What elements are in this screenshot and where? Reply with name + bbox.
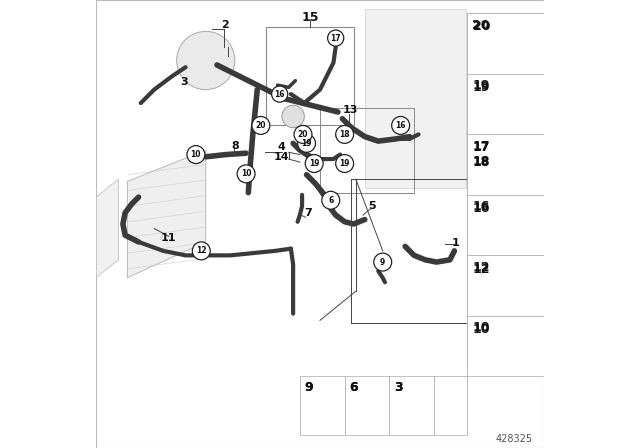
Text: 20: 20	[472, 19, 490, 32]
Text: 12: 12	[472, 261, 490, 274]
Polygon shape	[127, 150, 206, 278]
Polygon shape	[96, 179, 118, 278]
Text: 11: 11	[161, 233, 176, 243]
FancyBboxPatch shape	[467, 13, 544, 74]
Circle shape	[193, 242, 211, 260]
FancyBboxPatch shape	[266, 27, 353, 125]
Circle shape	[252, 116, 270, 134]
Text: 15: 15	[301, 11, 319, 25]
Text: 14: 14	[274, 152, 290, 162]
Circle shape	[392, 116, 410, 134]
Text: 3: 3	[394, 381, 403, 394]
Text: 9: 9	[380, 258, 385, 267]
FancyBboxPatch shape	[96, 0, 544, 448]
Text: 12: 12	[473, 263, 490, 276]
Circle shape	[305, 155, 323, 172]
Circle shape	[187, 146, 205, 164]
Text: 428325: 428325	[495, 435, 533, 444]
Text: 16: 16	[472, 200, 490, 213]
Text: 6: 6	[328, 196, 333, 205]
Text: 3: 3	[394, 381, 403, 394]
Text: 16: 16	[473, 202, 490, 215]
Text: 10: 10	[472, 321, 490, 334]
Text: 2: 2	[221, 20, 229, 30]
Text: 6: 6	[349, 381, 358, 394]
Text: 17: 17	[330, 34, 341, 43]
FancyBboxPatch shape	[435, 376, 467, 435]
Text: 18: 18	[339, 130, 350, 139]
Text: 10: 10	[473, 323, 490, 336]
Text: 20: 20	[255, 121, 266, 130]
Circle shape	[374, 253, 392, 271]
Circle shape	[177, 31, 235, 90]
Text: 16: 16	[275, 90, 285, 99]
Text: 9: 9	[305, 381, 313, 394]
FancyBboxPatch shape	[467, 134, 544, 195]
Text: 4: 4	[278, 142, 285, 152]
Circle shape	[282, 105, 305, 128]
Circle shape	[336, 155, 354, 172]
Text: 8: 8	[231, 141, 239, 151]
FancyBboxPatch shape	[365, 9, 466, 188]
FancyBboxPatch shape	[467, 74, 544, 134]
FancyBboxPatch shape	[389, 376, 435, 435]
Text: 17
18: 17 18	[473, 141, 490, 169]
Text: 20: 20	[298, 130, 308, 139]
Text: 19: 19	[309, 159, 319, 168]
Circle shape	[336, 125, 354, 143]
FancyBboxPatch shape	[467, 195, 544, 255]
Text: 20: 20	[473, 20, 490, 33]
Circle shape	[328, 30, 344, 46]
Text: 10: 10	[241, 169, 252, 178]
FancyBboxPatch shape	[467, 13, 544, 367]
Text: 9: 9	[305, 381, 313, 394]
Text: 19: 19	[472, 79, 490, 92]
Text: 19: 19	[473, 81, 490, 94]
Text: 19: 19	[339, 159, 350, 168]
Circle shape	[271, 86, 288, 102]
FancyBboxPatch shape	[467, 316, 544, 376]
Text: 17
18: 17 18	[472, 140, 490, 168]
FancyBboxPatch shape	[300, 376, 345, 435]
Text: 7: 7	[305, 208, 312, 218]
Text: 5: 5	[369, 201, 376, 211]
Circle shape	[237, 165, 255, 183]
Text: 19: 19	[301, 139, 312, 148]
Text: 1: 1	[452, 238, 460, 248]
Text: 13: 13	[343, 105, 358, 115]
Text: 10: 10	[191, 150, 201, 159]
Text: 12: 12	[196, 246, 207, 255]
FancyBboxPatch shape	[467, 255, 544, 316]
Circle shape	[298, 134, 316, 152]
Text: 3: 3	[180, 77, 188, 87]
Text: 6: 6	[349, 381, 358, 394]
Circle shape	[322, 191, 340, 209]
Text: 16: 16	[396, 121, 406, 130]
FancyBboxPatch shape	[345, 376, 389, 435]
Circle shape	[294, 125, 312, 143]
